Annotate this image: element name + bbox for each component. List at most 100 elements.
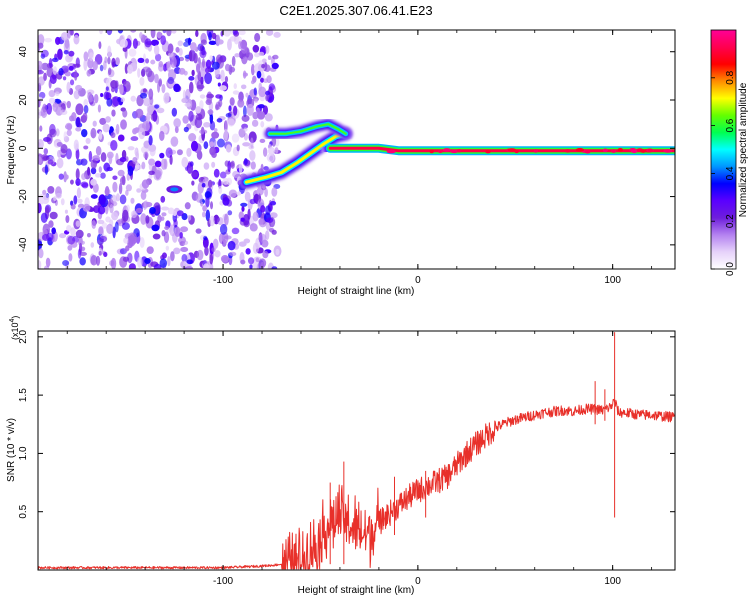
noise-speckle bbox=[256, 111, 266, 120]
noise-speckle bbox=[260, 121, 265, 128]
spectrogram-y-label: Frequency (Hz) bbox=[6, 116, 17, 185]
noise-speckle bbox=[121, 222, 130, 230]
noise-speckle bbox=[67, 244, 73, 251]
noise-speckle bbox=[123, 237, 130, 244]
noise-speckle bbox=[38, 42, 44, 49]
noise-speckle bbox=[227, 210, 233, 216]
noise-speckle bbox=[177, 40, 184, 47]
noise-speckle bbox=[176, 210, 184, 217]
noise-speckle bbox=[209, 120, 216, 131]
noise-speckle bbox=[254, 98, 258, 104]
noise-speckle bbox=[82, 112, 88, 122]
noise-speckle bbox=[110, 139, 118, 151]
spectrogram-y-tick-label: 20 bbox=[18, 94, 29, 106]
noise-speckle bbox=[241, 84, 247, 90]
noise-speckle bbox=[139, 32, 143, 39]
noise-speckle bbox=[251, 119, 259, 127]
noise-speckle bbox=[90, 127, 97, 139]
noise-speckle bbox=[107, 45, 112, 57]
noise-speckle bbox=[112, 181, 118, 193]
noise-speckle bbox=[209, 146, 216, 156]
noise-speckle bbox=[265, 94, 269, 102]
noise-speckle bbox=[173, 83, 181, 93]
main-echo-hotspot bbox=[485, 149, 491, 154]
noise-speckle bbox=[160, 216, 165, 221]
main-echo-hotspot bbox=[442, 148, 451, 152]
noise-speckle bbox=[264, 113, 273, 122]
noise-speckle bbox=[59, 109, 68, 116]
main-echo-hotspot bbox=[639, 149, 647, 153]
noise-speckle bbox=[163, 158, 168, 170]
noise-speckle bbox=[158, 63, 164, 72]
noise-speckle bbox=[162, 30, 167, 34]
noise-speckle bbox=[175, 46, 180, 53]
noise-speckle bbox=[99, 117, 107, 125]
noise-speckle bbox=[106, 97, 113, 107]
noise-speckle bbox=[219, 171, 227, 179]
noise-speckle bbox=[127, 252, 133, 264]
noise-speckle bbox=[195, 106, 202, 114]
noise-speckle bbox=[73, 34, 80, 45]
noise-speckle bbox=[41, 62, 49, 71]
noise-speckle bbox=[171, 30, 177, 34]
noise-speckle bbox=[173, 247, 181, 255]
noise-speckle bbox=[48, 89, 56, 98]
noise-speckle bbox=[66, 123, 73, 131]
noise-speckle bbox=[48, 57, 53, 68]
noise-speckle bbox=[139, 92, 147, 99]
noise-speckle bbox=[74, 63, 81, 68]
noise-speckle bbox=[238, 30, 246, 36]
noise-speckle bbox=[69, 79, 75, 86]
noise-speckle bbox=[249, 223, 258, 232]
noise-speckle bbox=[266, 153, 275, 163]
noise-speckle bbox=[38, 34, 45, 46]
noise-speckle bbox=[150, 39, 159, 46]
snr-y-tick-label: 2.0 bbox=[18, 329, 29, 343]
noise-speckle bbox=[47, 186, 55, 194]
noise-speckle bbox=[203, 162, 210, 170]
noise-speckle bbox=[109, 204, 114, 214]
spectrogram-frame bbox=[37, 29, 676, 270]
noise-speckle bbox=[93, 93, 99, 104]
noise-speckle bbox=[148, 170, 155, 176]
snr-y-tick-label: 1.5 bbox=[18, 388, 29, 402]
noise-speckle bbox=[184, 102, 192, 107]
noise-speckle bbox=[227, 160, 231, 173]
noise-speckle bbox=[265, 45, 270, 54]
lower-branch-band bbox=[244, 132, 348, 184]
noise-speckle bbox=[127, 146, 135, 151]
noise-speckle bbox=[66, 225, 72, 232]
noise-speckle bbox=[103, 251, 108, 258]
snr-x-tick-label: -100 bbox=[213, 576, 233, 587]
noise-speckle bbox=[223, 129, 229, 141]
noise-speckle bbox=[170, 136, 179, 147]
noise-speckle bbox=[181, 97, 188, 104]
noise-speckle bbox=[161, 206, 170, 211]
noise-speckle bbox=[197, 70, 201, 81]
noise-speckle bbox=[240, 217, 245, 222]
noise-speckle bbox=[223, 30, 232, 37]
noise-speckle bbox=[228, 105, 232, 112]
noise-speckle bbox=[44, 37, 53, 43]
noise-speckle bbox=[262, 250, 269, 259]
noise-speckle bbox=[66, 129, 72, 137]
noise-speckle bbox=[68, 50, 75, 57]
noise-speckle bbox=[110, 194, 117, 205]
noise-speckle bbox=[245, 248, 251, 255]
noise-speckle bbox=[38, 70, 44, 75]
noise-speckle bbox=[209, 55, 213, 61]
noise-speckle bbox=[75, 103, 84, 116]
noise-speckle bbox=[38, 156, 42, 165]
colorbar-ticks: 0.0 0.2 0.4 0.6 0.8 bbox=[711, 70, 736, 276]
noise-speckle bbox=[97, 219, 105, 225]
noise-speckle bbox=[200, 76, 204, 85]
noise-speckle bbox=[257, 104, 265, 109]
noise-speckle bbox=[122, 109, 128, 118]
noise-speckle bbox=[139, 76, 145, 86]
noise-speckle bbox=[107, 67, 112, 76]
noise-speckle bbox=[90, 254, 98, 266]
noise-speckle bbox=[183, 41, 190, 47]
noise-speckle bbox=[58, 68, 64, 76]
noise-speckle bbox=[98, 226, 104, 235]
noise-speckle bbox=[189, 161, 194, 167]
